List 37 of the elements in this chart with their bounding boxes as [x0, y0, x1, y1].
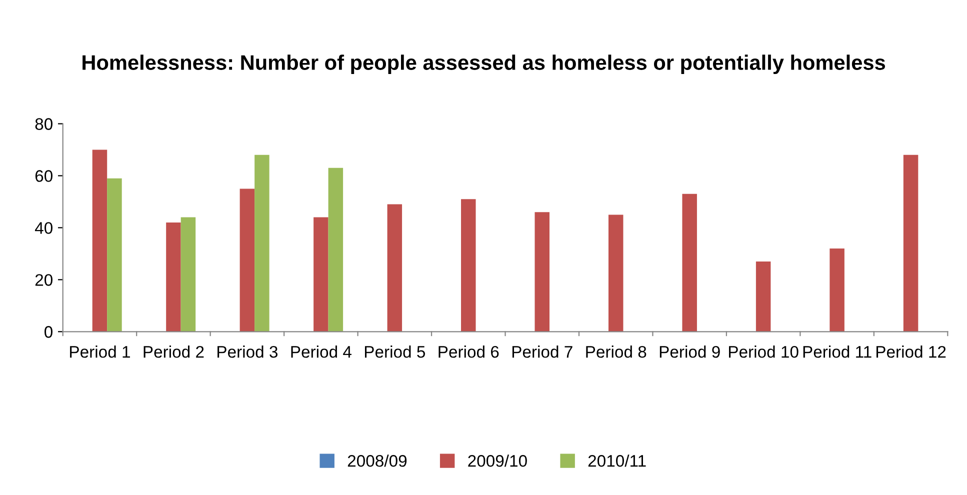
legend-label: 2010/11 — [588, 454, 646, 467]
bar — [328, 168, 344, 332]
y-tick-label: 20 — [35, 274, 52, 286]
y-tick-label: 80 — [35, 118, 52, 130]
x-tick-label: Period 11 — [803, 346, 872, 358]
bar — [903, 154, 918, 332]
bar — [461, 199, 476, 332]
x-tick-label: Period 1 — [70, 346, 130, 358]
y-tick-label: 40 — [34, 222, 52, 234]
chart-title: Homelessness: Number of people assessed as homeless or potentially homeless — [82, 54, 886, 74]
x-tick-label: Period 9 — [660, 346, 720, 358]
bar — [240, 188, 255, 332]
bar — [180, 217, 196, 332]
bar — [387, 204, 402, 332]
bar — [830, 248, 844, 332]
bar — [92, 150, 108, 332]
y-tick-label: 0 — [44, 326, 52, 338]
x-tick-label: Period 12 — [876, 346, 946, 358]
legend-label: 2008/09 — [348, 454, 407, 467]
bar — [756, 261, 771, 332]
y-tick-label: 60 — [35, 170, 52, 182]
x-tick-label: Period 6 — [438, 346, 499, 358]
bar — [682, 194, 697, 332]
bar — [107, 178, 122, 332]
x-tick-label: Period 8 — [586, 346, 646, 358]
x-tick-label: Period 3 — [218, 346, 278, 358]
bar — [166, 222, 181, 332]
x-tick-label: Period 7 — [512, 346, 572, 358]
legend-label: 2009/10 — [468, 454, 527, 467]
x-tick-label: Period 10 — [729, 346, 798, 358]
x-tick-label: Period 5 — [364, 346, 425, 358]
bar — [254, 154, 270, 332]
bar — [314, 217, 328, 332]
bar — [608, 214, 624, 332]
x-tick-label: Period 2 — [144, 346, 204, 358]
x-tick-label: Period 4 — [291, 346, 352, 358]
bar — [534, 212, 550, 332]
